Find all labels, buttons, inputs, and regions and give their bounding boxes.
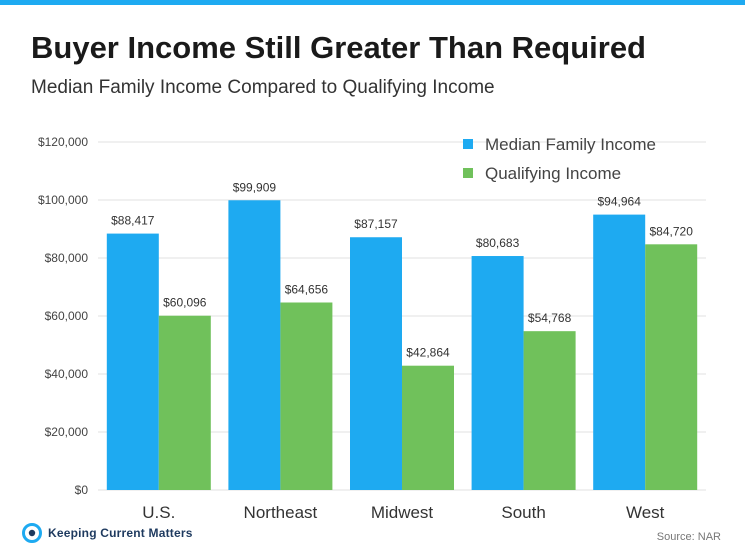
data-label: $42,864 [406, 346, 450, 360]
data-label: $99,909 [233, 180, 277, 194]
data-label: $80,683 [476, 236, 520, 250]
x-tick-label: Northeast [244, 503, 318, 522]
legend-label: Qualifying Income [485, 164, 621, 183]
y-tick-label: $20,000 [45, 425, 89, 439]
source-note: Source: NAR [656, 531, 721, 543]
bar [158, 315, 211, 490]
data-label: $60,096 [163, 296, 207, 310]
data-label: $88,417 [111, 214, 155, 228]
y-tick-label: $40,000 [45, 367, 89, 381]
x-tick-label: West [626, 503, 665, 522]
x-tick-label: Midwest [371, 503, 434, 522]
y-tick-label: $120,000 [38, 135, 88, 149]
bar [471, 256, 524, 490]
y-tick-label: $0 [75, 483, 89, 497]
x-tick-label: U.S. [142, 503, 175, 522]
y-tick-label: $80,000 [45, 251, 89, 265]
bar [593, 214, 646, 490]
bar [523, 331, 576, 490]
y-tick-label: $100,000 [38, 193, 88, 207]
kcm-logo-icon [22, 523, 42, 543]
brand-logo: Keeping Current Matters [22, 522, 193, 544]
bar [280, 302, 333, 490]
data-label: $94,964 [598, 195, 642, 209]
data-label: $54,768 [528, 311, 572, 325]
bar [350, 237, 402, 490]
data-label: $64,656 [285, 282, 329, 296]
top-accent-bar [0, 0, 745, 5]
legend-swatch [463, 168, 473, 178]
bar [106, 233, 159, 490]
bar [645, 244, 698, 490]
legend-swatch [463, 139, 473, 149]
logo-text: Keeping Current Matters [48, 526, 193, 540]
data-label: $84,720 [650, 224, 694, 238]
bar [228, 200, 281, 490]
page-subtitle: Median Family Income Compared to Qualify… [31, 77, 495, 98]
page-title: Buyer Income Still Greater Than Required [31, 30, 646, 65]
y-tick-label: $60,000 [45, 309, 89, 323]
data-label: $87,157 [354, 217, 398, 231]
legend-label: Median Family Income [485, 135, 656, 154]
x-tick-label: South [501, 503, 545, 522]
bar [402, 365, 454, 490]
